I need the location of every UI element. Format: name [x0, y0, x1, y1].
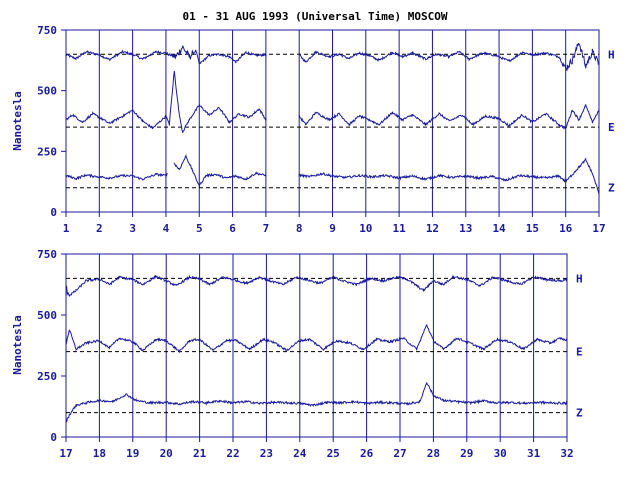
- x-tick-label: 31: [527, 447, 541, 460]
- x-tick-label: 24: [293, 447, 307, 460]
- y-tick-label: 0: [50, 206, 57, 219]
- y-tick-label: 0: [50, 431, 57, 444]
- plot-frame: [65, 253, 568, 438]
- x-tick-label: 7: [263, 222, 270, 235]
- y-axis-label: Nanotesla: [11, 91, 24, 151]
- x-tick-label: 5: [196, 222, 203, 235]
- y-tick-label: 750: [37, 24, 57, 37]
- y-tick-label: 500: [37, 309, 57, 322]
- y-tick-label: 250: [37, 145, 57, 158]
- x-tick-label: 3: [129, 222, 136, 235]
- y-tick-label: 250: [37, 370, 57, 383]
- x-tick-label: 6: [229, 222, 236, 235]
- y-tick-label: 500: [37, 85, 57, 98]
- x-tick-label: 15: [526, 222, 539, 235]
- panel-bottom: 0 250 500 750 17 18 19 20 21 22 23 24 25 26 27 28 29 30 31…: [11, 248, 583, 460]
- chart-title: 01 - 31 AUG 1993 (Universal Time) MOSCOW: [183, 10, 448, 23]
- x-tick-label: 11: [393, 222, 407, 235]
- x-tick-label: 18: [93, 447, 106, 460]
- x-tick-label: 29: [460, 447, 473, 460]
- x-tick-label: 32: [560, 447, 573, 460]
- x-tick-label: 21: [193, 447, 207, 460]
- x-tick-label: 25: [327, 447, 340, 460]
- series-trace-e: [65, 70, 600, 133]
- x-tick-label: 13: [459, 222, 472, 235]
- y-axis-label: Nanotesla: [11, 315, 24, 375]
- x-tick-label: 28: [427, 447, 440, 460]
- x-tick-label: 17: [592, 222, 605, 235]
- series-trace-e: [65, 324, 568, 353]
- x-tick-label: 12: [426, 222, 439, 235]
- series-trace-h: [65, 274, 568, 297]
- series-label-h: H: [608, 48, 615, 61]
- series-label-h: H: [576, 272, 583, 285]
- x-tick-label: 27: [393, 447, 406, 460]
- series-trace-z: [65, 382, 568, 423]
- series-trace-h: [65, 42, 600, 72]
- series-label-z: Z: [576, 407, 583, 420]
- x-tick-label: 14: [492, 222, 506, 235]
- x-tick-label: 20: [160, 447, 173, 460]
- x-tick-label: 8: [296, 222, 303, 235]
- x-tick-label: 22: [226, 447, 239, 460]
- x-tick-label: 16: [559, 222, 573, 235]
- x-tick-label: 23: [260, 447, 273, 460]
- x-tick-label: 26: [360, 447, 374, 460]
- series-label-e: E: [608, 121, 615, 134]
- series-label-z: Z: [608, 182, 615, 195]
- x-tick-label: 1: [63, 222, 70, 235]
- x-tick-label: 2: [96, 222, 103, 235]
- x-tick-label: 30: [494, 447, 507, 460]
- x-tick-label: 10: [359, 222, 372, 235]
- x-tick-label: 4: [163, 222, 170, 235]
- x-tick-label: 9: [329, 222, 336, 235]
- series-trace-z: [65, 153, 600, 195]
- series-label-e: E: [576, 346, 583, 359]
- x-tick-label: 19: [126, 447, 139, 460]
- y-tick-label: 750: [37, 248, 57, 261]
- x-tick-label: 17: [59, 447, 72, 460]
